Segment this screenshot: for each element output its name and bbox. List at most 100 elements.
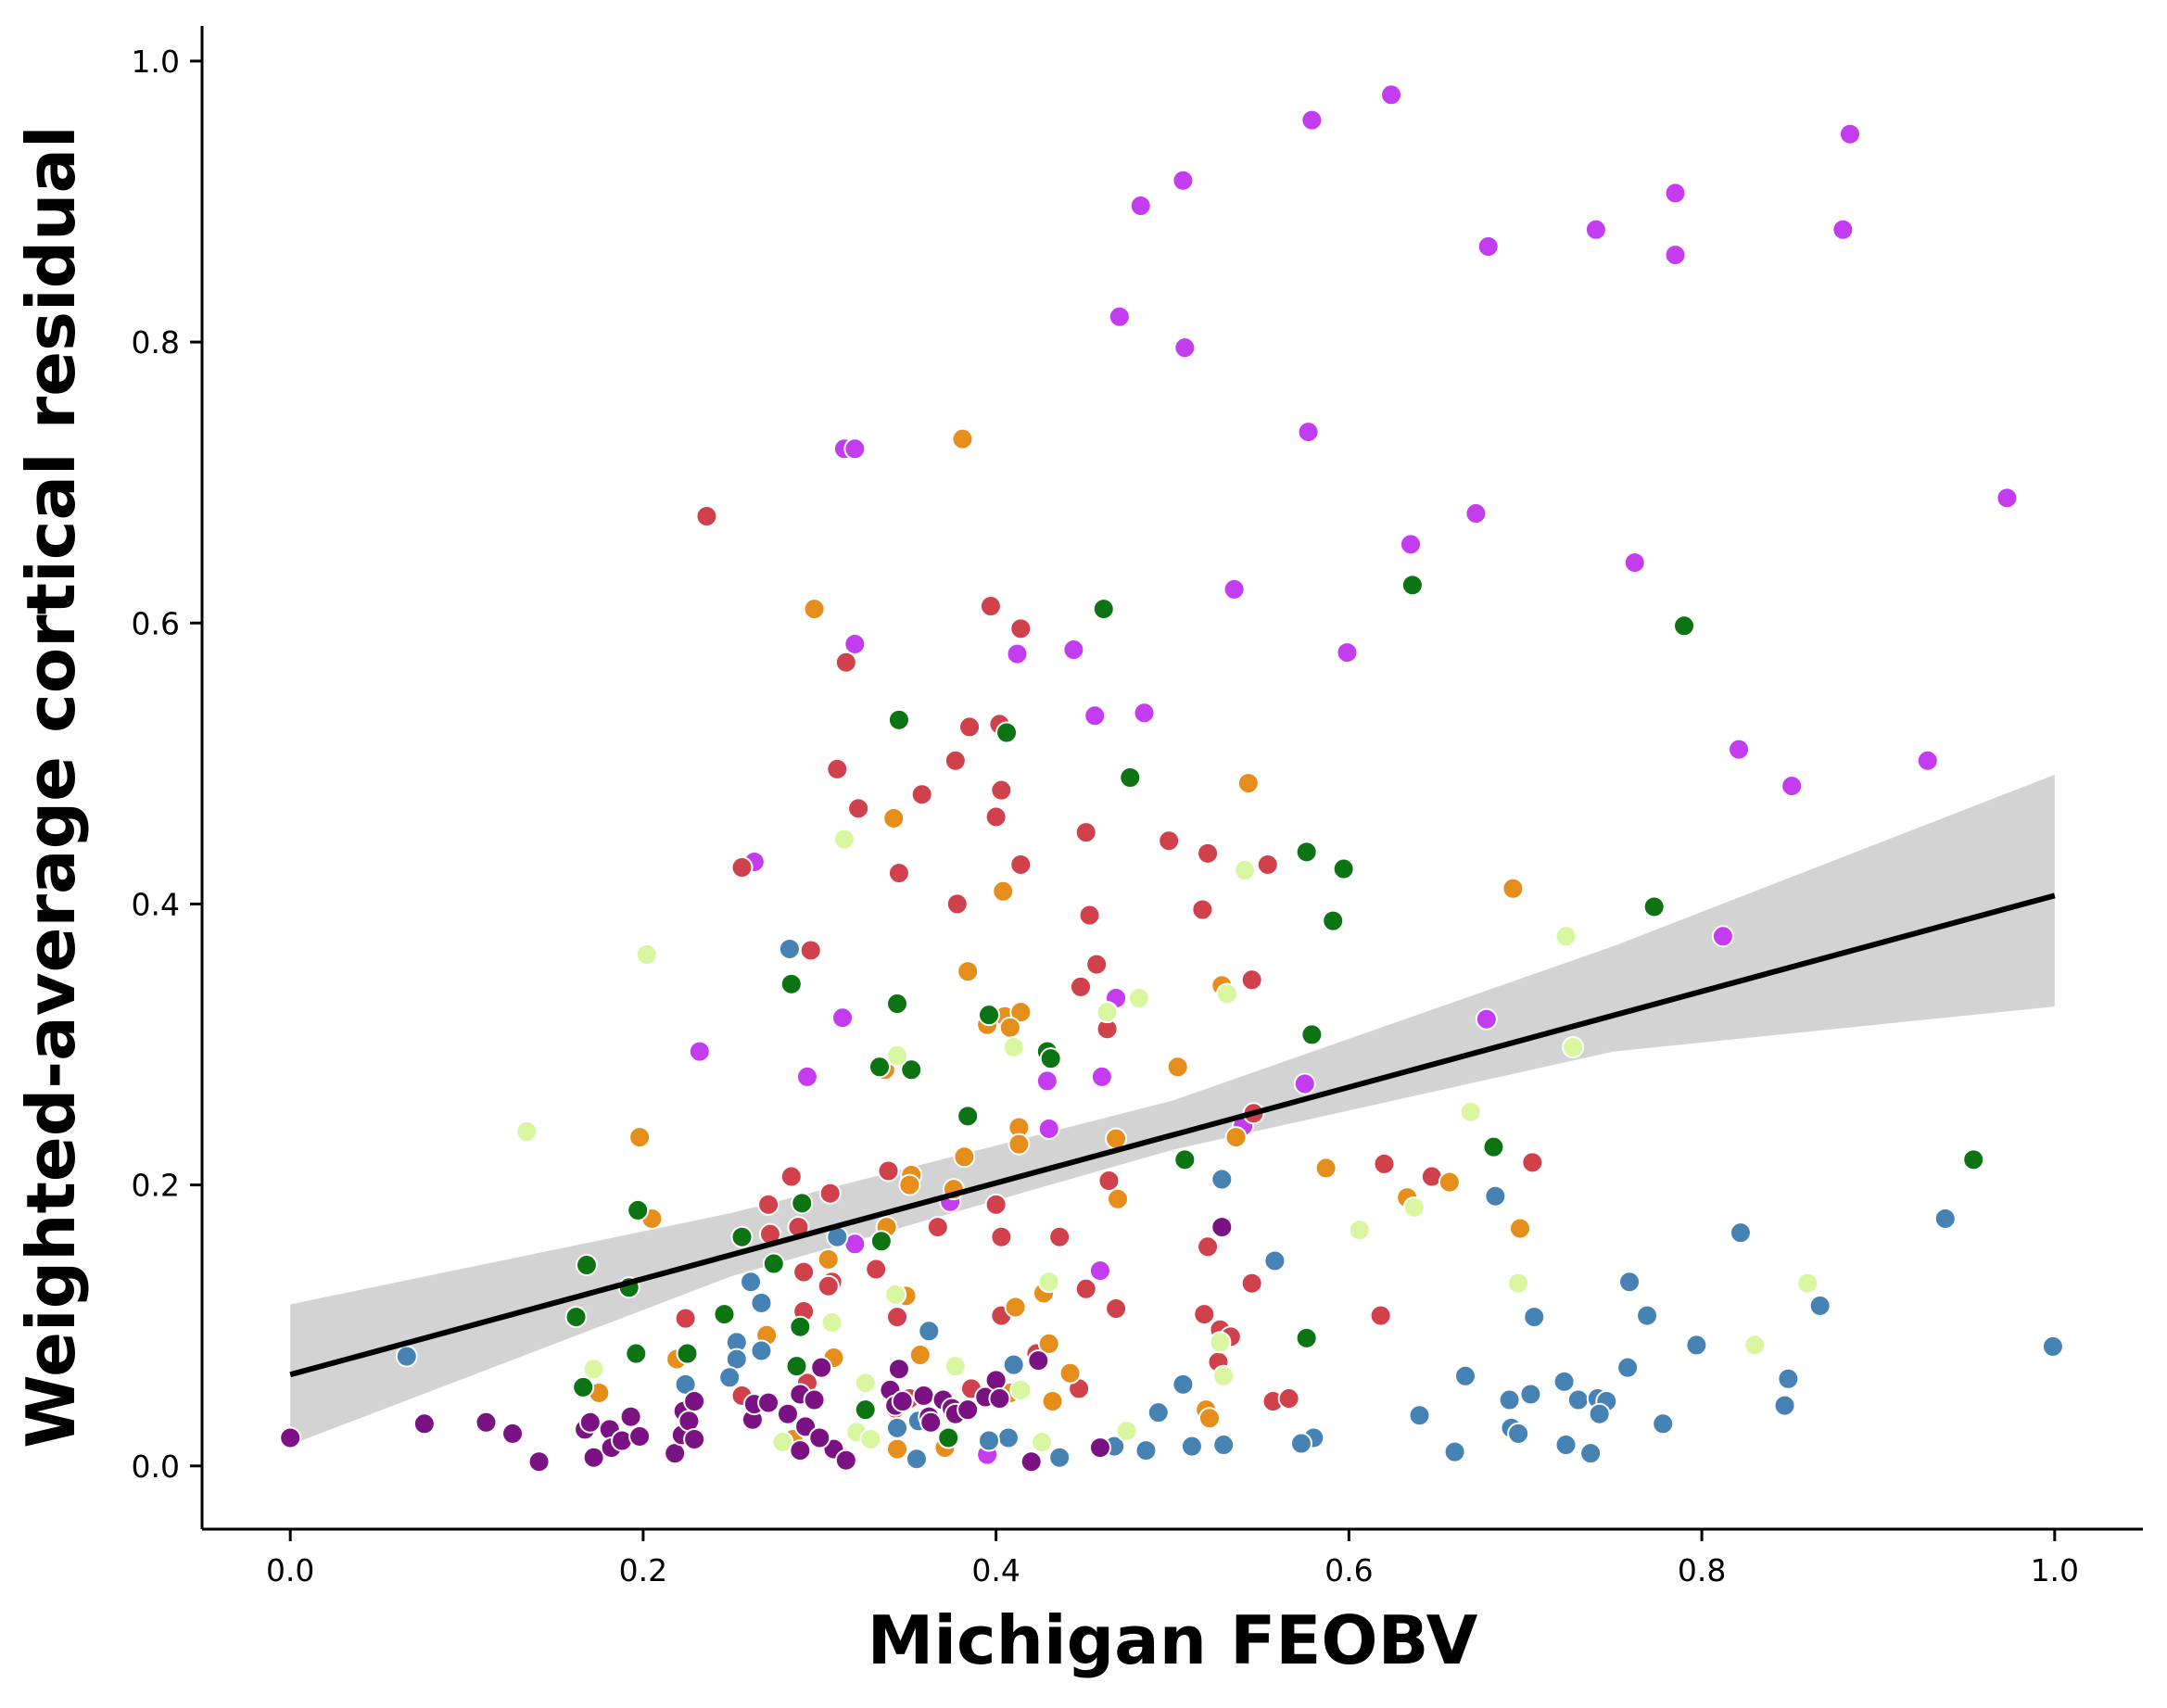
data-point [1295,1326,1318,1349]
data-point [619,1405,642,1428]
data-point [979,595,1002,618]
data-point [1373,1152,1396,1175]
confidence-band [290,774,2055,1446]
data-point [1618,1271,1641,1294]
data-point [1438,1170,1461,1194]
data-point [2041,1335,2064,1358]
data-point [1300,1023,1324,1046]
data-point [1191,898,1214,921]
data-point [1443,1440,1466,1463]
x-tick-label: 1.0 [2031,1552,2079,1588]
data-point [1090,1065,1113,1088]
y-tick-label: 0.8 [132,324,180,361]
data-point [725,1347,748,1371]
data-point [778,937,801,960]
data-point [1916,749,1939,772]
data-point [944,749,967,772]
data-point [412,1412,436,1436]
data-point [1173,1148,1197,1171]
data-point [771,1431,794,1454]
data-point [992,879,1015,903]
data-point [1295,841,1318,864]
data-point [1256,853,1279,876]
data-point [1240,968,1263,992]
axes-layer: 0.0 0.2 0.4 0.6 0.8 1.0 0.0 0.2 0.4 0.6 0.8 1.0 [132,26,2143,1588]
data-point [957,960,980,983]
data-point [1078,904,1101,927]
data-point [779,972,803,995]
data-point [945,892,969,916]
data-point [1172,1373,1195,1396]
y-tick-label: 0.2 [132,1168,180,1204]
data-point [817,1274,840,1297]
data-point [1673,614,1696,638]
data-point [1521,1151,1544,1174]
data-point [1743,1334,1767,1357]
data-point [1236,772,1260,795]
y-tick-label: 0.4 [132,886,180,922]
data-point [808,1426,831,1449]
data-point [1636,1304,1659,1327]
data-point [475,1411,498,1434]
data-point [912,1384,935,1407]
data-point [1037,1117,1060,1140]
data-point [1507,1422,1530,1445]
data-point [886,1437,909,1461]
data-point [785,1355,808,1378]
data-point [995,721,1019,744]
regression-line [289,892,2056,1378]
y-tick-label: 1.0 [132,44,180,80]
data-point [1729,1221,1752,1245]
data-point [843,632,867,655]
data-point [984,805,1007,829]
data-point [1962,1148,1985,1171]
data-point [854,1398,877,1422]
data-point [395,1345,418,1368]
data-point [984,1193,1007,1216]
data-point [918,1320,941,1343]
data-point [1037,1271,1060,1294]
data-point [1289,1432,1312,1455]
data-point [1476,234,1500,258]
data-point [803,598,826,621]
data-point [1642,895,1666,918]
data-point [996,1426,1020,1449]
data-point [777,1402,800,1425]
data-point [957,1105,980,1128]
data-point [1119,766,1142,789]
data-point [740,1271,763,1294]
data-point [891,1390,914,1413]
data-point [1129,195,1152,218]
data-point [1210,1216,1234,1239]
data-point [831,1006,855,1030]
data-point [953,1145,976,1169]
data-point [869,1230,893,1253]
data-point [886,1044,909,1068]
data-point [1216,982,1239,1006]
data-point [990,1225,1013,1248]
data-point [1105,1297,1128,1321]
data-point [1664,244,1687,267]
data-point [887,862,910,885]
data-point [1838,122,1861,145]
data-point [1808,1294,1831,1317]
data-point [886,993,909,1016]
data-point [1193,1303,1216,1326]
data-point [919,1411,943,1434]
data-point [1348,1219,1371,1242]
data-point [859,1427,882,1450]
data-point [1147,1401,1170,1424]
data-point [1484,1184,1507,1208]
data-point [957,1398,980,1422]
data-point [898,1173,921,1196]
data-point [978,1004,1001,1027]
data-point [1096,1001,1119,1024]
data-point [1996,487,2019,510]
data-point [1831,218,1855,241]
data-point [515,1120,539,1144]
data-point [937,1426,960,1449]
data-point [984,1369,1007,1392]
x-tick-label: 0.0 [266,1552,314,1588]
data-point [1009,1001,1033,1024]
data-point [1166,1056,1189,1079]
